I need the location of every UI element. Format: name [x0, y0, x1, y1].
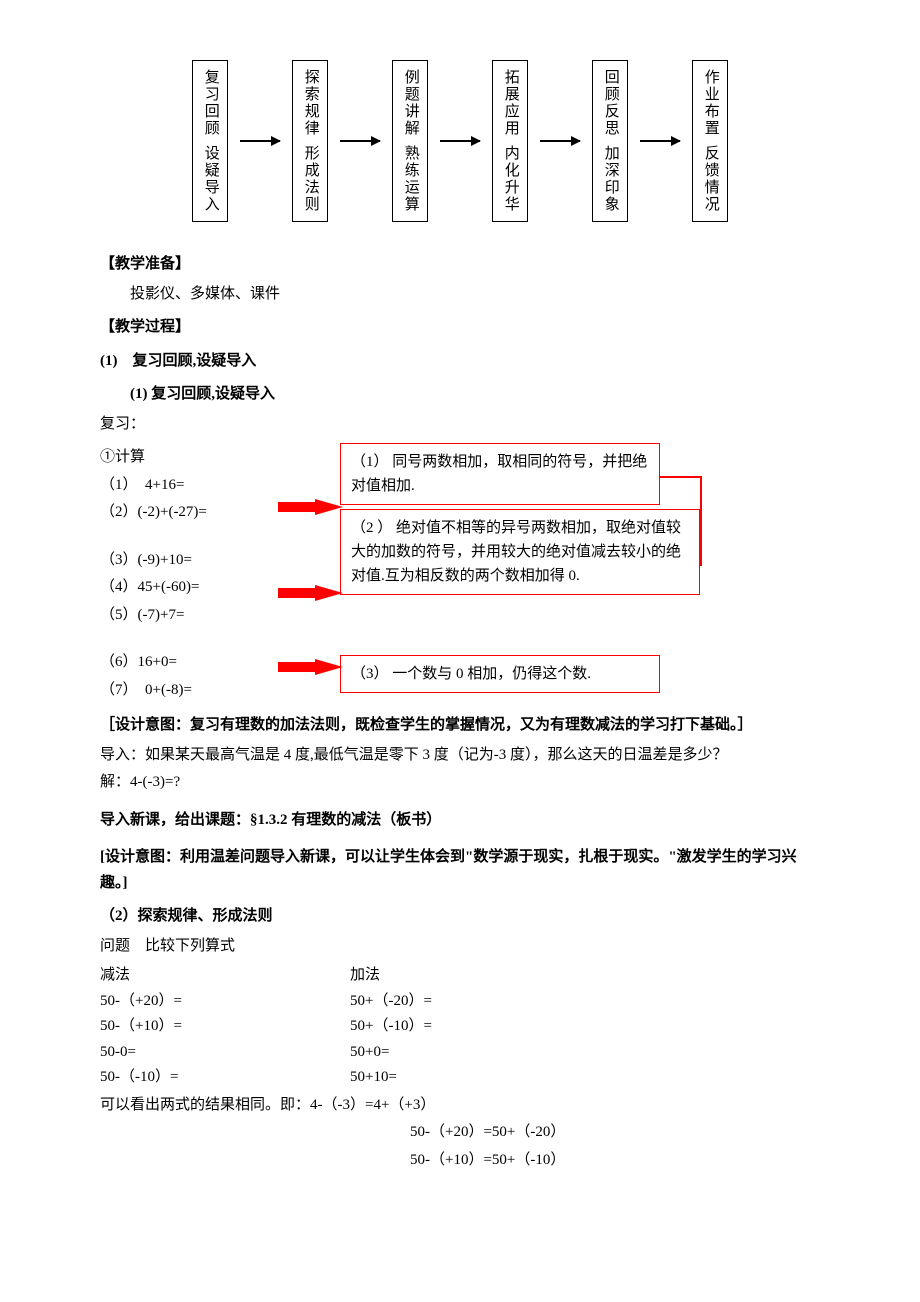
col-head-left: 减法 — [100, 963, 350, 989]
flow-text: 内化升华 — [500, 145, 520, 213]
flow-text: 例题讲解 — [400, 69, 420, 137]
arrow-icon — [532, 140, 588, 142]
design-intent-1: ［设计意图：复习有理数的加法法则，既检查学生的掌握情况，又为有理数减法的学习打下… — [100, 713, 820, 739]
calc-item: （7） 0+(-8)= — [100, 678, 207, 704]
flow-box-3: 例题讲解 熟练运算 — [392, 60, 428, 222]
calc-list: ①计算 （1） 4+16= （2）(-2)+(-27)= （3）(-9)+10=… — [100, 443, 207, 705]
flow-box-4: 拓展应用 内化升华 — [492, 60, 528, 222]
arrow-icon — [232, 140, 288, 142]
flow-text: 形成法则 — [300, 145, 320, 213]
table-cell: 50-（+10）= — [100, 1014, 350, 1040]
equation-line: 50-（+10）=50+（-10） — [100, 1148, 820, 1174]
flow-box-2: 探索规律 形成法则 — [292, 60, 328, 222]
review-title: 复习： — [100, 412, 820, 438]
calc-item: （2）(-2)+(-27)= — [100, 500, 207, 526]
compare-question: 问题 比较下列算式 — [100, 934, 820, 960]
intro-line1: 导入：如果某天最高气温是 4 度,最低气温是零下 3 度（记为-3 度），那么这… — [100, 743, 820, 769]
col-head-right: 加法 — [350, 963, 600, 989]
red-arrow-icon — [315, 499, 343, 515]
heading-prep: 【教学准备】 — [100, 252, 820, 278]
calc-label: ①计算 — [100, 445, 207, 471]
flow-text: 反馈情况 — [700, 145, 720, 213]
calc-item: （5）(-7)+7= — [100, 603, 207, 629]
rule-box-2: （2 ） 绝对值不相等的异号两数相加，取绝对值较大的加数的符号，并用较大的绝对值… — [340, 509, 700, 595]
flow-text: 作业布置 — [700, 69, 720, 137]
calc-item: （1） 4+16= — [100, 473, 207, 499]
flowchart: 复习回顾 设疑导入 探索规律 形成法则 例题讲解 熟练运算 拓展应用 内化升华 … — [100, 60, 820, 222]
flow-text: 拓展应用 — [500, 69, 520, 137]
red-arrow-stem — [278, 662, 316, 672]
red-arrow-icon — [315, 659, 343, 675]
arrow-icon — [632, 140, 688, 142]
topic-line: 导入新课，给出课题：§1.3.2 有理数的减法（板书） — [100, 808, 820, 834]
table-cell: 50-（+20）= — [100, 989, 350, 1015]
calc-item: （3）(-9)+10= — [100, 548, 207, 574]
table-cell: 50-（-10）= — [100, 1065, 350, 1091]
arrow-icon — [332, 140, 388, 142]
rule-box-1: （1） 同号两数相加，取相同的符号，并把绝对值相加. — [340, 443, 660, 505]
table-cell: 50+（-10）= — [350, 1014, 600, 1040]
connector-line — [660, 476, 700, 478]
prep-content: 投影仪、多媒体、课件 — [100, 282, 820, 308]
flow-text: 探索规律 — [300, 69, 320, 137]
flow-text: 设疑导入 — [200, 145, 220, 213]
flow-text: 回顾反思 — [600, 69, 620, 137]
heading-process: 【教学过程】 — [100, 315, 820, 341]
flow-box-1: 复习回顾 设疑导入 — [192, 60, 228, 222]
red-arrow-icon — [315, 585, 343, 601]
table-cell: 50+10= — [350, 1065, 600, 1091]
rule-box-3: （3） 一个数与 0 相加，仍得这个数. — [340, 655, 660, 693]
flow-box-6: 作业布置 反馈情况 — [692, 60, 728, 222]
arrow-icon — [432, 140, 488, 142]
intro-line2: 解：4-(-3)=? — [100, 770, 820, 796]
connector-line — [700, 476, 702, 566]
calc-item: （6）16+0= — [100, 650, 207, 676]
compare-table: 减法 加法 50-（+20）= 50+（-20）= 50-（+10）= 50+（… — [100, 963, 820, 1091]
review-container: ①计算 （1） 4+16= （2）(-2)+(-27)= （3）(-9)+10=… — [100, 443, 820, 693]
flow-text: 加深印象 — [600, 145, 620, 213]
step1-title: (1) 复习回顾,设疑导入 — [100, 382, 820, 408]
table-cell: 50+0= — [350, 1040, 600, 1066]
step2-title: （2）探索规律、形成法则 — [100, 904, 820, 930]
table-cell: 50+（-20）= — [350, 989, 600, 1015]
table-cell: 50-0= — [100, 1040, 350, 1066]
step1-num: (1) 复习回顾,设疑导入 — [100, 349, 820, 375]
design-intent-2: [设计意图：利用温差问题导入新课，可以让学生体会到"数学源于现实，扎根于现实。"… — [100, 845, 820, 896]
calc-item: （4）45+(-60)= — [100, 575, 207, 601]
red-arrow-stem — [278, 502, 316, 512]
flow-box-5: 回顾反思 加深印象 — [592, 60, 628, 222]
equation-line: 50-（+20）=50+（-20） — [100, 1120, 820, 1146]
red-arrow-stem — [278, 588, 316, 598]
flow-text: 熟练运算 — [400, 145, 420, 213]
compare-conclusion: 可以看出两式的结果相同。即：4-（-3）=4+（+3） — [100, 1093, 820, 1119]
flow-text: 复习回顾 — [200, 69, 220, 137]
